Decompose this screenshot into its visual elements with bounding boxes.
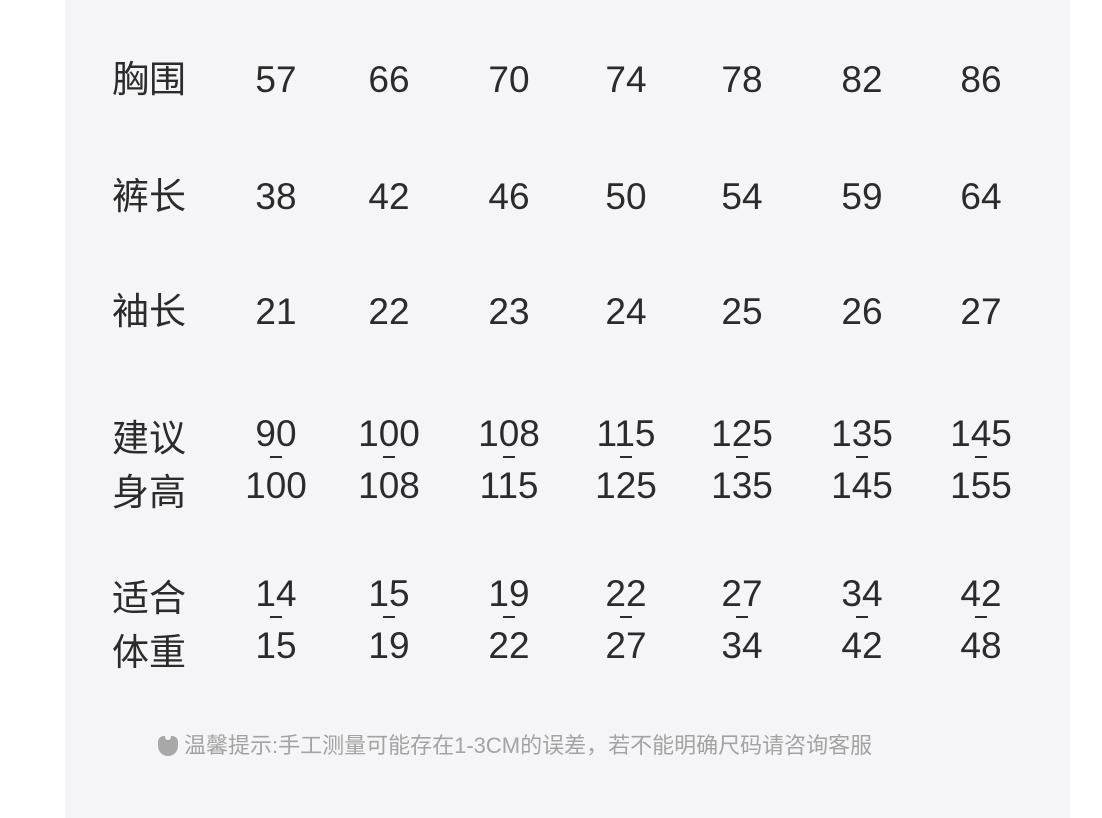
table-cell: 27 [960,291,1002,332]
range-dash [571,456,681,462]
range-cell: 22 27 [571,572,681,670]
range-min: 100 [358,413,420,454]
range-cell: 108 115 [454,412,564,510]
range-max: 100 [245,465,307,506]
range-dash [687,616,797,622]
range-min: 42 [960,573,1002,614]
range-cell: 34 42 [807,572,917,670]
table-cell: 42 [368,176,410,217]
row-label-line: 身高 [112,472,186,513]
range-min: 34 [841,573,883,614]
table-cell: 23 [488,291,530,332]
table-cell: 22 [368,291,410,332]
row-label-line: 适合 [112,578,186,619]
range-cell: 19 22 [454,572,564,670]
range-cell: 27 34 [687,572,797,670]
table-cell: 54 [721,176,763,217]
range-max: 115 [479,465,539,506]
range-dash [807,616,917,622]
range-dash [454,616,564,622]
range-min: 135 [831,413,893,454]
table-cell: 26 [841,291,883,332]
table-cell: 25 [721,291,763,332]
row-label: 裤长 [112,176,186,217]
row-label: 建议 身高 [112,412,207,520]
table-cell: 50 [605,176,647,217]
range-max: 19 [368,625,410,666]
range-cell: 135 145 [807,412,917,510]
table-cell: 86 [960,59,1002,100]
range-max: 48 [960,625,1002,666]
range-min: 90 [255,413,297,454]
range-max: 155 [950,465,1012,506]
size-chart-card [65,0,1070,818]
range-max: 15 [255,625,297,666]
row-label-line: 体重 [112,632,186,673]
bear-icon [158,735,178,756]
table-cell: 21 [255,291,297,332]
range-min: 115 [596,413,656,454]
range-min: 108 [478,413,540,454]
table-cell: 66 [368,59,410,100]
range-max: 145 [831,465,893,506]
range-min: 125 [711,413,773,454]
table-cell: 46 [488,176,530,217]
range-dash [334,456,444,462]
range-cell: 100 108 [334,412,444,510]
range-max: 108 [358,465,420,506]
row-label-line: 建议 [112,418,186,459]
range-min: 22 [605,573,647,614]
table-cell: 70 [488,59,530,100]
range-max: 34 [721,625,763,666]
table-cell: 82 [841,59,883,100]
row-label: 适合 体重 [112,572,207,680]
range-cell: 14 15 [221,572,331,670]
range-dash [926,616,1036,622]
table-cell: 57 [255,59,297,100]
range-min: 15 [368,573,410,614]
range-min: 27 [721,573,763,614]
table-cell: 38 [255,176,297,217]
range-max: 135 [711,465,773,506]
tip-text: 温馨提示:手工测量可能存在1-3CM的误差，若不能明确尺码请咨询客服 [184,733,873,758]
range-dash [926,456,1036,462]
range-dash [571,616,681,622]
range-cell: 115 125 [571,412,681,510]
row-label: 胸围 [112,59,186,100]
table-cell: 24 [605,291,647,332]
range-max: 125 [595,465,657,506]
range-dash [334,616,444,622]
row-label: 袖长 [112,291,186,332]
tip-note: 温馨提示:手工测量可能存在1-3CM的误差，若不能明确尺码请咨询客服 [158,732,872,760]
range-dash [687,456,797,462]
range-min: 145 [950,413,1012,454]
table-cell: 59 [841,176,883,217]
range-dash [221,616,331,622]
table-cell: 74 [605,59,647,100]
range-dash [454,456,564,462]
range-cell: 42 48 [926,572,1036,670]
range-max: 22 [488,625,530,666]
range-cell: 90 100 [221,412,331,510]
range-min: 19 [488,573,530,614]
table-cell: 64 [960,176,1002,217]
range-min: 14 [255,573,297,614]
range-max: 42 [841,625,883,666]
range-cell: 145 155 [926,412,1036,510]
range-cell: 125 135 [687,412,797,510]
range-dash [221,456,331,462]
range-max: 27 [605,625,647,666]
table-cell: 78 [721,59,763,100]
range-cell: 15 19 [334,572,444,670]
range-dash [807,456,917,462]
